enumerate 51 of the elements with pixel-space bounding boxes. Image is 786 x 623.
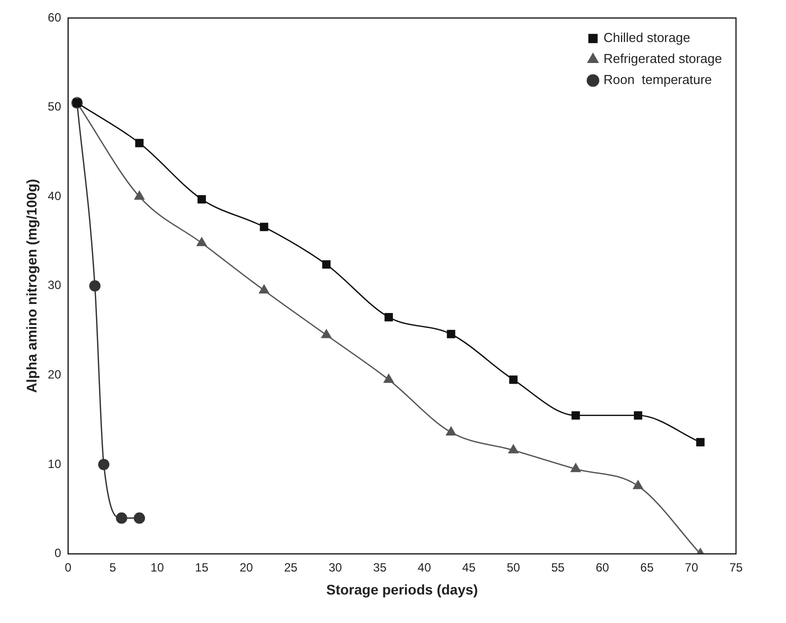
point <box>446 426 456 436</box>
x-tick-label: 10 <box>150 560 164 574</box>
x-tick-label: 65 <box>640 560 654 574</box>
x-tick-label: 20 <box>240 560 254 574</box>
legend-label: Roon temperature <box>603 72 712 88</box>
x-tick-label: 45 <box>462 560 476 574</box>
legend-label: Chilled storage <box>603 30 690 46</box>
point <box>570 463 581 472</box>
point <box>446 330 456 338</box>
x-tick-label: 5 <box>109 560 116 574</box>
point <box>89 280 101 292</box>
point <box>198 195 206 204</box>
point <box>196 237 207 246</box>
point <box>116 512 128 524</box>
x-axis-title: Storage periods (days) <box>326 581 478 598</box>
x-tick-label: 30 <box>328 560 342 574</box>
x-tick-label: 35 <box>373 560 387 574</box>
legend-label: Refrigerated storage <box>603 51 722 66</box>
y-tick-label: 10 <box>48 456 62 471</box>
point <box>322 260 331 269</box>
point <box>572 411 580 420</box>
point <box>384 374 394 383</box>
point <box>509 375 518 384</box>
x-tick-label: 15 <box>195 560 209 574</box>
y-tick-label: 40 <box>48 188 62 203</box>
x-tick-label: 50 <box>506 560 520 574</box>
point <box>98 458 110 470</box>
y-tick-label: 60 <box>48 10 62 24</box>
y-axis-title: Alpha amino nitrogen (mg/100g) <box>23 178 40 393</box>
y-tick-label: 0 <box>54 546 62 560</box>
point <box>135 138 144 148</box>
point <box>321 329 332 338</box>
point <box>384 312 393 322</box>
point <box>696 438 705 446</box>
y-tick-label: 50 <box>48 100 62 114</box>
x-tick-label: 60 <box>596 560 610 574</box>
point <box>634 411 642 420</box>
y-tick-label: 20 <box>48 368 62 382</box>
point <box>134 190 144 200</box>
point <box>134 512 146 524</box>
x-tick-label: 0 <box>64 560 72 574</box>
point <box>508 444 518 454</box>
point <box>260 222 268 232</box>
x-tick-label: 25 <box>284 560 298 574</box>
x-tick-label: 75 <box>729 560 743 574</box>
y-tick-label: 30 <box>48 278 62 292</box>
x-tick-label: 55 <box>551 560 565 574</box>
x-tick-label: 40 <box>418 560 432 574</box>
point <box>259 284 270 294</box>
x-tick-label: 70 <box>684 560 698 574</box>
point <box>633 480 644 490</box>
